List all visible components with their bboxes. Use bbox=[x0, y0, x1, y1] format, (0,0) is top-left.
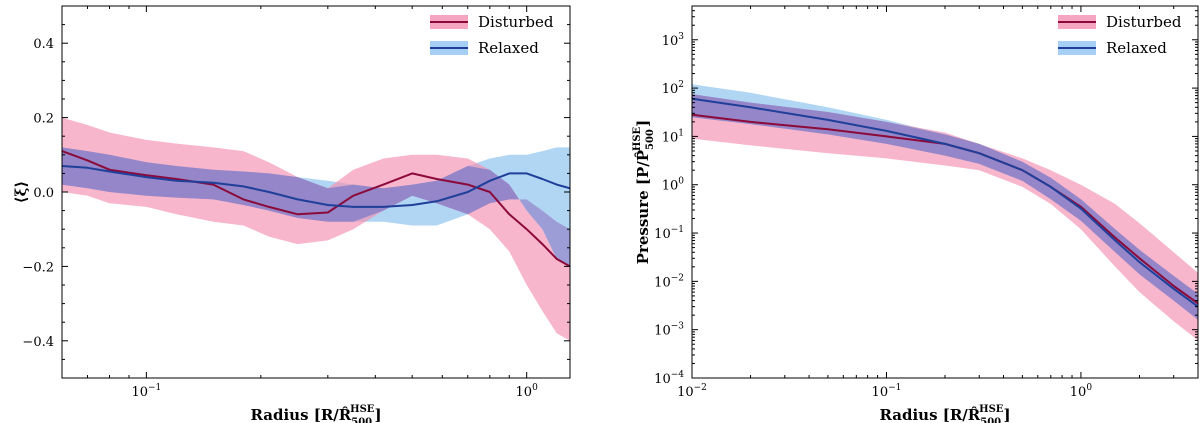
axis-label-part: ] bbox=[634, 120, 652, 127]
axis-label-part: ] bbox=[374, 406, 381, 423]
axis-label-part: HSE bbox=[350, 404, 375, 415]
plot-area bbox=[62, 117, 570, 341]
legend: Disturbed Relaxed bbox=[430, 13, 554, 57]
y-axis-label: ⟨ξ⟩ bbox=[12, 181, 30, 204]
band-overlap bbox=[692, 94, 1198, 320]
x-tick-label: 10−1 bbox=[872, 383, 902, 400]
y-tick-label: 100 bbox=[662, 177, 685, 194]
tick-exponent: 0 bbox=[1086, 383, 1092, 393]
y-tick-label: 101 bbox=[662, 128, 684, 145]
tick-base: 10 bbox=[516, 385, 533, 400]
tick-base: 10 bbox=[662, 34, 679, 49]
tick-base: 10 bbox=[654, 372, 671, 387]
y-tick-label: 0.4 bbox=[33, 37, 54, 52]
y-tick-label: 102 bbox=[662, 80, 684, 97]
legend-label-relaxed: Relaxed bbox=[478, 39, 539, 57]
axis-label-part: R̂ bbox=[339, 406, 352, 423]
tick-exponent: 0 bbox=[678, 177, 684, 187]
tick-exponent: −1 bbox=[888, 383, 901, 393]
x-tick-label: 100 bbox=[516, 383, 539, 400]
tick-base: 10 bbox=[662, 130, 679, 145]
axis-label-part: 500 bbox=[645, 129, 656, 150]
y-tick-label: 10−3 bbox=[654, 322, 684, 339]
axis-label-part: HSE bbox=[632, 126, 643, 151]
band-overlap bbox=[62, 147, 570, 267]
series-line-relaxed bbox=[692, 97, 1198, 308]
y-tick-label: 10−4 bbox=[654, 370, 684, 387]
legend-label-relaxed: Relaxed bbox=[1106, 39, 1167, 57]
tick-exponent: −3 bbox=[671, 322, 685, 332]
y-tick-label: 0.0 bbox=[33, 186, 54, 201]
axis-label-part: HSE bbox=[979, 404, 1004, 415]
y-tick-label: −0.2 bbox=[22, 260, 54, 275]
tick-exponent: 3 bbox=[678, 32, 684, 42]
legend-label-disturbed: Disturbed bbox=[1106, 13, 1182, 31]
y-tick-label: 0.2 bbox=[33, 112, 54, 127]
x-tick-label: 10−2 bbox=[677, 383, 707, 400]
tick-base: 10 bbox=[654, 275, 671, 290]
legend: Disturbed Relaxed bbox=[1058, 13, 1182, 57]
x-axis-label: Radius [R/R̂500 HSE] bbox=[250, 404, 381, 423]
tick-exponent: 2 bbox=[678, 80, 684, 90]
y-axis-label: Pressure [P/P̂500HSE] bbox=[632, 120, 656, 265]
series-line-disturbed bbox=[62, 150, 570, 268]
tick-base: 10 bbox=[662, 179, 679, 194]
legend-label-disturbed: Disturbed bbox=[478, 13, 554, 31]
series-line-relaxed bbox=[62, 165, 570, 208]
axis-label-part: Radius [R/ bbox=[250, 406, 339, 423]
axis-label-part: R̂ bbox=[968, 406, 981, 423]
tick-base: 10 bbox=[872, 385, 889, 400]
band-disturbed bbox=[692, 94, 1198, 341]
axis-label-part: Radius [R/ bbox=[879, 406, 968, 423]
tick-base: 10 bbox=[131, 385, 148, 400]
x-tick-label: 100 bbox=[1070, 383, 1093, 400]
tick-base: 10 bbox=[654, 227, 671, 242]
axis-label-part: P̂ bbox=[634, 150, 652, 161]
band-disturbed bbox=[62, 117, 570, 341]
y-tick-label: 10−2 bbox=[654, 273, 684, 290]
tick-base: 10 bbox=[654, 324, 671, 339]
y-tick-label: −0.4 bbox=[22, 335, 54, 350]
x-axis-label: Radius [R/R̂500 HSE] bbox=[879, 404, 1010, 423]
tick-exponent: −1 bbox=[148, 383, 161, 393]
axis-label-part: Pressure [P/ bbox=[634, 161, 652, 265]
tick-exponent: −4 bbox=[671, 370, 685, 380]
tick-exponent: −2 bbox=[694, 383, 707, 393]
axis-label-part: 500 bbox=[351, 417, 372, 423]
plot-area bbox=[692, 84, 1198, 341]
x-tick-label: 10−1 bbox=[131, 383, 161, 400]
y-tick-label: 103 bbox=[662, 32, 685, 49]
tick-base: 10 bbox=[677, 385, 694, 400]
tick-exponent: 0 bbox=[532, 383, 538, 393]
y-tick-label: 10−1 bbox=[654, 225, 684, 242]
tick-base: 10 bbox=[1070, 385, 1087, 400]
axis-label-part: ] bbox=[1003, 406, 1010, 423]
plot-frame bbox=[691, 5, 1199, 379]
tick-base: 10 bbox=[662, 82, 679, 97]
axis-label-part: 500 bbox=[980, 417, 1001, 423]
tick-exponent: −2 bbox=[671, 273, 684, 283]
tick-exponent: −1 bbox=[671, 225, 684, 235]
tick-exponent: 1 bbox=[678, 128, 684, 138]
panel-pressure-profile: 10−2 10−1 10010310210110010−110−210−310−4R… bbox=[632, 5, 1199, 423]
